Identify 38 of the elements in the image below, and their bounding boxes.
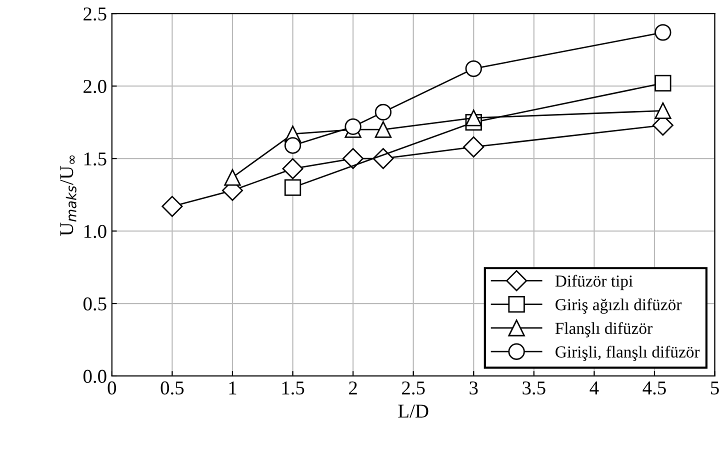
x-tick-label: 1 <box>229 382 236 394</box>
point <box>654 24 672 41</box>
y-tick-label: 2.5 <box>84 7 106 21</box>
x-tick-label: 3 <box>470 381 478 395</box>
y-tick-label: 0.0 <box>83 370 106 384</box>
x-tick-label: 2 <box>349 381 357 394</box>
point <box>342 148 364 170</box>
legend-label: Giriş ağızlı difüzör <box>556 298 682 314</box>
x-tick-label: 5 <box>711 382 719 395</box>
x-tick-label: 3.5 <box>522 381 546 395</box>
x-tick-label: 4 <box>590 382 599 394</box>
x-tick-label: 1.5 <box>282 382 304 395</box>
x-tick-label: 2.5 <box>402 381 425 395</box>
point <box>374 121 392 138</box>
point <box>654 74 672 92</box>
point <box>465 60 482 78</box>
legend-label: Girişli, flanşlı difüzör <box>556 346 700 361</box>
point <box>224 169 241 186</box>
y-tick-label: 2.0 <box>84 80 106 94</box>
x-tick-label: 0 <box>108 381 116 395</box>
y-tick-label: 1.0 <box>84 224 106 238</box>
legend-label: Flanşlı difüzör <box>555 322 652 338</box>
point <box>465 110 482 126</box>
point <box>344 118 362 135</box>
point <box>162 196 183 217</box>
point <box>374 104 392 120</box>
point <box>284 179 302 196</box>
y-tick-label: 0.5 <box>83 297 106 311</box>
x-tick-label: 0.5 <box>160 381 184 395</box>
point <box>282 158 304 180</box>
point <box>463 136 484 158</box>
x-axis-title: L/D <box>398 404 428 418</box>
point <box>654 102 672 120</box>
point <box>284 137 302 154</box>
y-axis-title: U$_{maks}$/U$_{∞}$ <box>60 155 76 236</box>
legend-label: Difüzör tipi <box>555 274 633 290</box>
x-tick-label: 4.5 <box>642 382 666 395</box>
y-tick-label: 1.5 <box>84 152 106 166</box>
